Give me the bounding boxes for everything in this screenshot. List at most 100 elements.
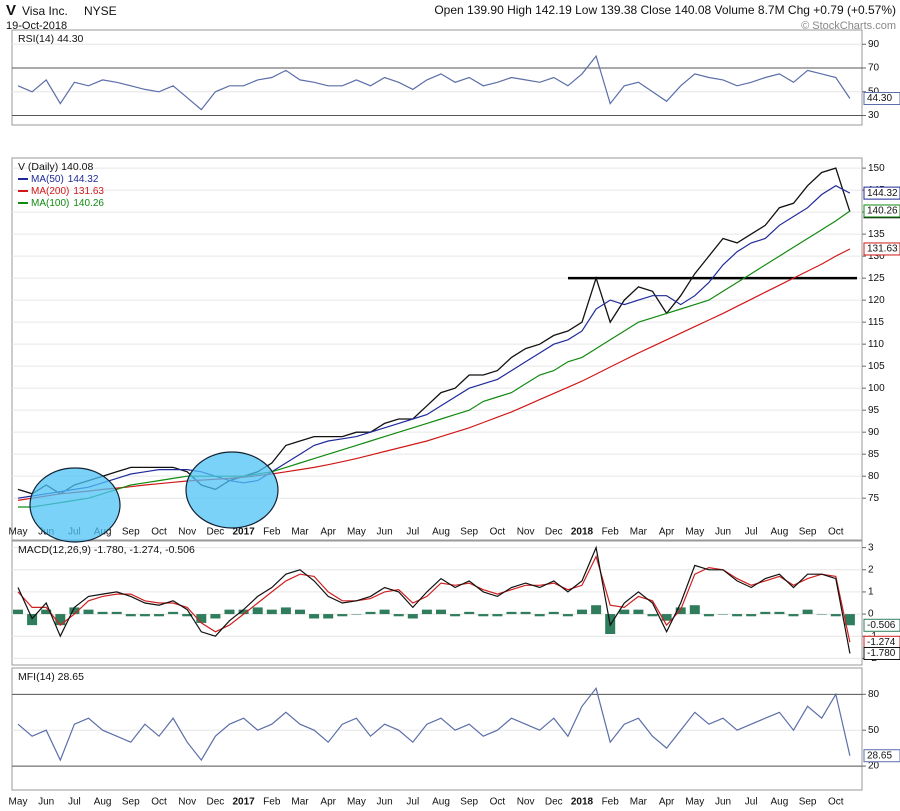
x-tick-label: Dec <box>545 797 563 808</box>
x-tick-label: Sep <box>799 797 817 808</box>
x-tick-label: Apr <box>320 527 336 538</box>
x-tick-label: Jun <box>377 797 393 808</box>
y-tick-label: 50 <box>868 86 880 97</box>
y-tick-label: 80 <box>868 471 880 482</box>
histogram-bar <box>182 614 193 617</box>
histogram-bar <box>703 614 714 617</box>
histogram-bar <box>97 611 108 615</box>
histogram-bar <box>393 614 404 617</box>
legend-name: MA(100) <box>31 198 69 209</box>
y-tick-label: 80 <box>868 689 880 700</box>
histogram-bar <box>139 614 150 617</box>
highlight-circle <box>185 451 279 529</box>
legend-value: 131.63 <box>73 186 104 197</box>
series-line <box>18 210 851 508</box>
x-tick-label: May <box>347 527 366 538</box>
x-tick-label: 2017 <box>232 527 255 538</box>
symbol: V <box>6 2 16 19</box>
x-tick-label: Oct <box>828 797 844 808</box>
histogram-bar <box>365 611 376 615</box>
histogram-bar <box>591 605 602 615</box>
y-tick-label: 135 <box>868 229 885 240</box>
x-tick-label: Sep <box>799 527 817 538</box>
x-tick-label: Sep <box>122 527 140 538</box>
x-tick-label: May <box>9 527 28 538</box>
x-tick-label: Oct <box>151 797 167 808</box>
last-value-label: -0.506 <box>867 620 896 631</box>
histogram-bar <box>379 609 390 615</box>
histogram-bar <box>746 614 757 617</box>
histogram-bar <box>27 614 38 626</box>
histogram-bar <box>407 614 418 619</box>
x-tick-label: Apr <box>659 797 675 808</box>
histogram-bar <box>802 609 813 615</box>
x-tick-label: Mar <box>291 527 309 538</box>
histogram-bar <box>111 611 122 615</box>
last-value-tag <box>863 242 900 256</box>
x-tick-label: Feb <box>602 797 620 808</box>
quote: Open 139.90 High 142.19 Low 139.38 Close… <box>434 3 896 17</box>
y-tick-label: 0 <box>868 609 874 620</box>
x-tick-label: Feb <box>263 797 281 808</box>
last-value-label: 28.65 <box>867 750 892 761</box>
last-value-tag <box>863 646 900 660</box>
last-value-tag <box>863 618 900 632</box>
histogram-bar <box>661 614 672 621</box>
histogram-bar <box>280 607 291 615</box>
histogram-bar <box>337 614 348 617</box>
y-tick-label: 130 <box>868 251 885 262</box>
x-tick-label: Oct <box>490 527 506 538</box>
histogram-bar <box>830 614 841 617</box>
y-tick-label: 100 <box>868 383 885 394</box>
histogram-bar <box>647 614 658 617</box>
x-tick-label: Dec <box>207 797 225 808</box>
histogram-bar <box>619 609 630 615</box>
x-tick-label: Jul <box>406 797 419 808</box>
x-tick-label: Aug <box>94 797 112 808</box>
histogram-bar <box>69 607 80 615</box>
x-tick-label: Dec <box>545 527 563 538</box>
x-tick-label: Jun <box>38 797 54 808</box>
histogram-bar <box>238 609 249 615</box>
histogram-bar <box>718 614 728 615</box>
x-tick-label: Mar <box>630 527 648 538</box>
y-tick-label: 90 <box>868 427 880 438</box>
x-tick-label: Jun <box>715 527 731 538</box>
panel <box>11 667 863 791</box>
histogram-bar <box>760 611 771 615</box>
x-tick-label: Dec <box>207 527 225 538</box>
x-tick-label: Jun <box>715 797 731 808</box>
panel <box>11 29 863 126</box>
histogram-bar <box>492 614 503 617</box>
legend-value: 140.26 <box>73 198 104 209</box>
x-tick-label: Jul <box>68 797 81 808</box>
histogram-bar <box>562 614 573 617</box>
y-tick-label: 115 <box>868 317 884 328</box>
panel-title: V (Daily) 140.08 <box>18 161 93 173</box>
x-tick-label: May <box>9 797 28 808</box>
histogram-bar <box>168 611 179 615</box>
last-value-label: 131.63 <box>867 244 898 255</box>
last-value-tag <box>863 92 900 106</box>
histogram-bar <box>421 609 432 615</box>
credit: © StockCharts.com <box>801 20 896 32</box>
histogram-bar <box>788 614 799 617</box>
y-tick-label: 20 <box>868 761 880 772</box>
series-line <box>17 248 851 501</box>
histogram-bar <box>125 614 136 617</box>
x-tick-label: Mar <box>630 797 648 808</box>
y-tick-label: 110 <box>868 339 884 350</box>
panel-title: RSI(14) 44.30 <box>18 33 84 45</box>
date: 19-Oct-2018 <box>6 20 67 32</box>
y-tick-label: 1 <box>868 587 874 598</box>
histogram-bar <box>224 609 235 615</box>
x-tick-label: Jun <box>377 527 393 538</box>
y-tick-label: 70 <box>868 63 880 74</box>
last-value-tag <box>863 204 900 218</box>
histogram-bar <box>266 609 277 615</box>
x-tick-label: Feb <box>263 527 281 538</box>
y-tick-label: 150 <box>868 163 885 174</box>
x-tick-label: Sep <box>460 527 478 538</box>
histogram-bar <box>436 609 446 615</box>
y-tick-label: 75 <box>868 493 880 504</box>
